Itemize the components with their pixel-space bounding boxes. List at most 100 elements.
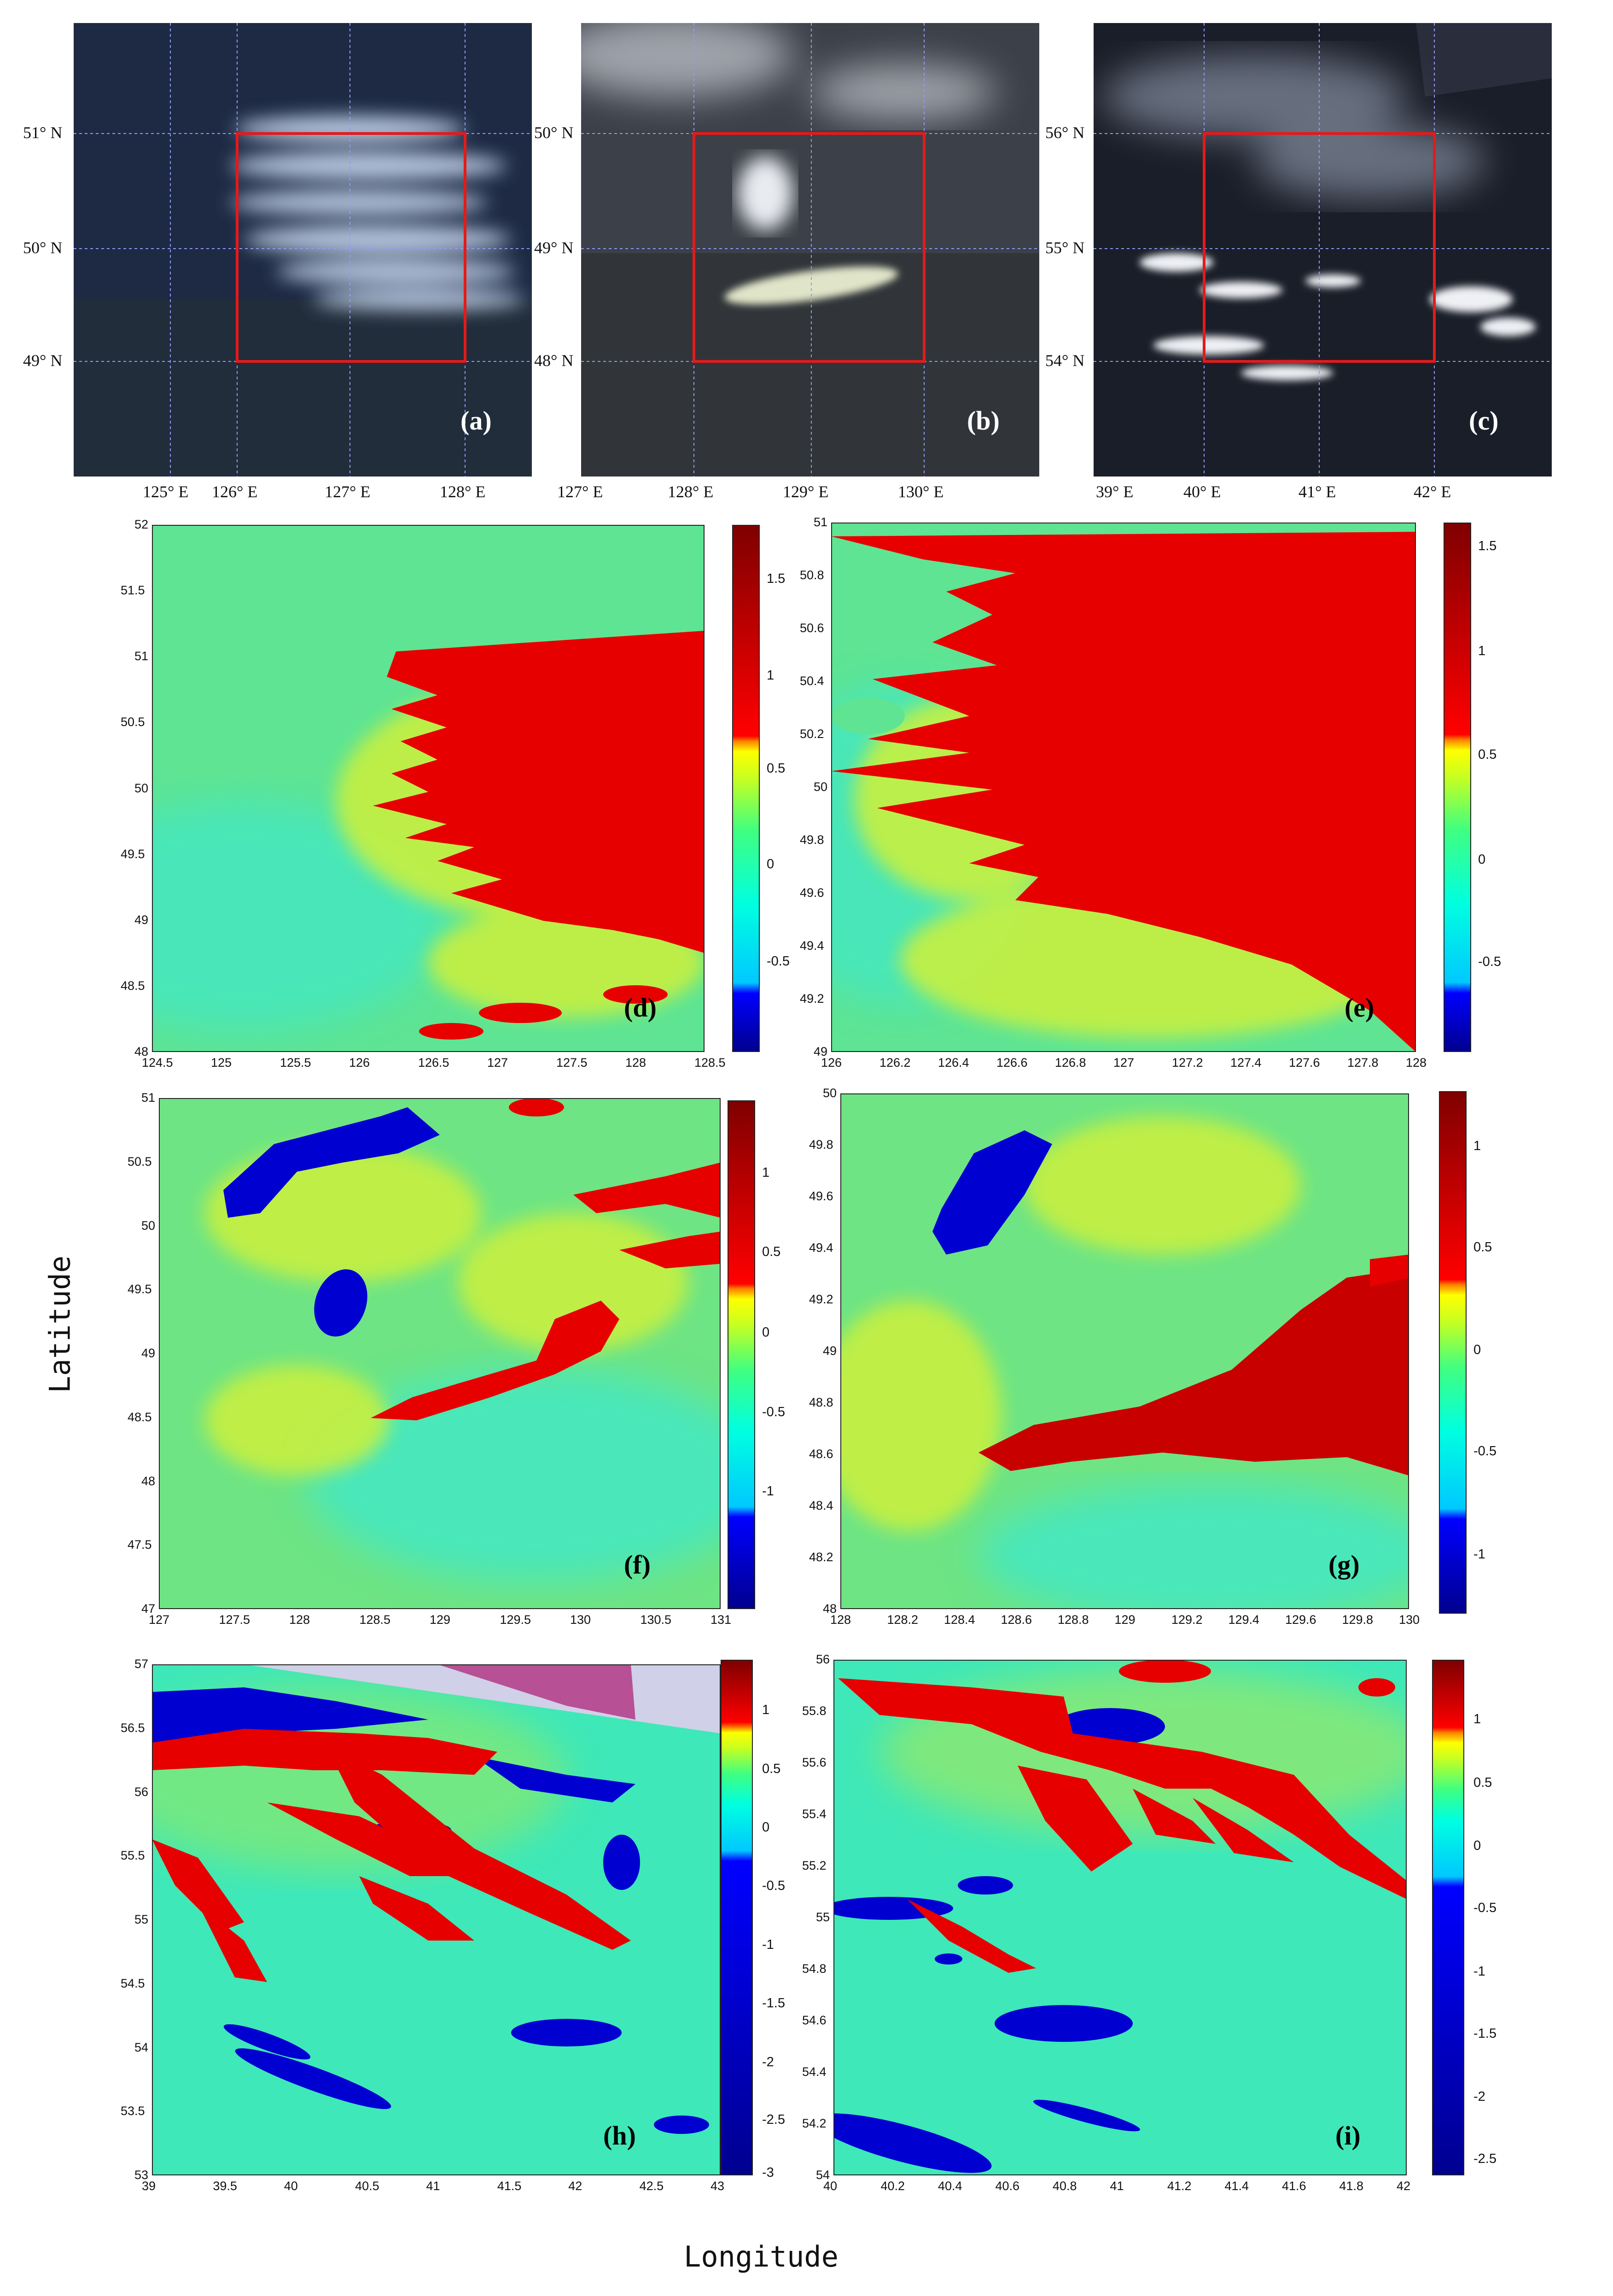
- index-map-g: [840, 1093, 1409, 1609]
- y-tick-label: 51: [141, 1091, 156, 1104]
- y-tick-label: 55: [816, 1910, 830, 1924]
- lon-label: 127° E: [557, 482, 603, 501]
- y-tick-label: 49.8: [800, 833, 824, 847]
- lat-label: 50° N: [534, 123, 574, 142]
- x-tick-label: 128: [1406, 1056, 1427, 1070]
- x-tick-label: 128.5: [359, 1613, 391, 1627]
- y-tick-label: 54: [134, 2040, 149, 2054]
- lon-label: 41° E: [1299, 482, 1336, 501]
- y-tick-label: 49.8: [809, 1138, 833, 1151]
- colorbar-h: [721, 1660, 753, 2175]
- y-tick-label: 50.5: [128, 1154, 152, 1168]
- cbar-tick: 1.5: [767, 571, 786, 586]
- x-tick-label: 130.5: [640, 1613, 672, 1627]
- cbar-tick: -0.5: [762, 1405, 785, 1419]
- cbar-tick: -2.5: [762, 2112, 785, 2127]
- y-tick-label: 48: [141, 1474, 156, 1488]
- lat-label: 50° N: [23, 238, 63, 257]
- cbar-tick: 0: [767, 857, 774, 872]
- cbar-tick: -1: [1473, 1547, 1485, 1562]
- cbar-tick: 0.5: [1473, 1775, 1492, 1790]
- x-tick-label: 39.5: [213, 2179, 237, 2193]
- x-tick-label: 130: [1399, 1613, 1420, 1627]
- y-tick-label: 48.5: [121, 978, 145, 993]
- x-tick-label: 41.4: [1224, 2179, 1249, 2193]
- x-tick-label: 40: [823, 2179, 838, 2193]
- x-tick-label: 127.8: [1347, 1056, 1379, 1070]
- index-map-i: [833, 1660, 1407, 2175]
- cbar-tick: -2.5: [1473, 2151, 1497, 2166]
- y-tick-label: 56: [134, 1784, 149, 1799]
- x-tick-label: 127: [1113, 1056, 1135, 1070]
- x-tick-label: 41.6: [1282, 2179, 1306, 2193]
- x-axis-title: Longitude: [684, 2240, 839, 2273]
- lat-label: 55° N: [1045, 238, 1085, 257]
- lat-label: 56° N: [1045, 123, 1085, 142]
- cbar-tick: 1: [762, 1703, 770, 1717]
- x-tick-label: 128: [625, 1056, 646, 1070]
- index-map-d: [152, 525, 705, 1052]
- lat-label: 51° N: [23, 123, 63, 142]
- lon-label: 130° E: [898, 482, 944, 501]
- satellite-image-a: [74, 23, 532, 477]
- lat-label: 49° N: [23, 351, 63, 370]
- y-tick-label: 49.6: [809, 1189, 833, 1203]
- x-tick-label: 42: [568, 2179, 582, 2193]
- y-tick-label: 48.8: [809, 1395, 833, 1409]
- lon-label: 42° E: [1414, 482, 1451, 501]
- y-tick-label: 51: [814, 515, 828, 529]
- y-tick-label: 50.2: [800, 727, 824, 741]
- index-map-f: [159, 1098, 721, 1609]
- cbar-tick: -0.5: [1473, 1444, 1497, 1459]
- x-tick-label: 126: [349, 1056, 370, 1070]
- cbar-tick: 0: [1478, 852, 1486, 867]
- index-map-h: [152, 1664, 721, 2175]
- y-tick-label: 50.5: [121, 715, 145, 729]
- y-tick-label: 49.5: [128, 1282, 152, 1296]
- colorbar-g: [1439, 1091, 1467, 1614]
- x-tick-label: 129.5: [500, 1613, 531, 1627]
- cbar-tick: 1: [767, 668, 774, 683]
- cbar-tick: 0: [762, 1325, 770, 1340]
- x-tick-label: 40.5: [355, 2179, 379, 2193]
- x-tick-label: 129: [430, 1613, 451, 1627]
- lon-label: 39° E: [1096, 482, 1134, 501]
- y-tick-label: 50: [134, 781, 149, 795]
- y-tick-label: 54.8: [802, 1962, 827, 1976]
- panel-label-e: (e): [1345, 993, 1374, 1023]
- x-tick-label: 127.2: [1172, 1056, 1203, 1070]
- y-tick-label: 53: [134, 2168, 149, 2182]
- cbar-tick: 1.5: [1478, 539, 1497, 553]
- cbar-tick: 1: [1478, 644, 1486, 658]
- x-tick-label: 130: [570, 1613, 591, 1627]
- y-tick-label: 50: [141, 1218, 156, 1232]
- cbar-tick: -1: [1473, 1964, 1485, 1979]
- cbar-tick: 0.5: [762, 1244, 781, 1259]
- y-tick-label: 48.5: [128, 1410, 152, 1424]
- cbar-tick: -2: [1473, 2089, 1485, 2104]
- x-tick-label: 128.8: [1058, 1613, 1089, 1627]
- cbar-tick: -1.5: [762, 1996, 785, 2011]
- cbar-tick: -3: [762, 2165, 774, 2180]
- x-tick-label: 40.8: [1053, 2179, 1077, 2193]
- satellite-image-b: [581, 23, 1039, 477]
- y-tick-label: 48: [823, 1602, 837, 1616]
- x-tick-label: 128.2: [887, 1613, 919, 1627]
- x-tick-label: 41: [426, 2179, 440, 2193]
- y-tick-label: 51.5: [121, 583, 145, 598]
- x-tick-label: 127.4: [1230, 1056, 1262, 1070]
- x-tick-label: 42.5: [639, 2179, 664, 2193]
- y-tick-label: 49.6: [800, 886, 824, 900]
- cbar-tick: 0.5: [762, 1761, 781, 1776]
- x-tick-label: 128: [830, 1613, 851, 1627]
- x-tick-label: 129.2: [1171, 1613, 1203, 1627]
- x-tick-label: 126.2: [879, 1056, 911, 1070]
- cbar-tick: 0: [1473, 1343, 1481, 1357]
- x-tick-label: 126.6: [996, 1056, 1028, 1070]
- y-tick-label: 54.6: [802, 2013, 827, 2027]
- x-tick-label: 41.2: [1167, 2179, 1192, 2193]
- cbar-tick: 1: [1473, 1139, 1481, 1153]
- panel-label-a: (a): [460, 406, 492, 436]
- y-tick-label: 49.4: [809, 1241, 833, 1255]
- y-tick-label: 54.2: [802, 2116, 827, 2130]
